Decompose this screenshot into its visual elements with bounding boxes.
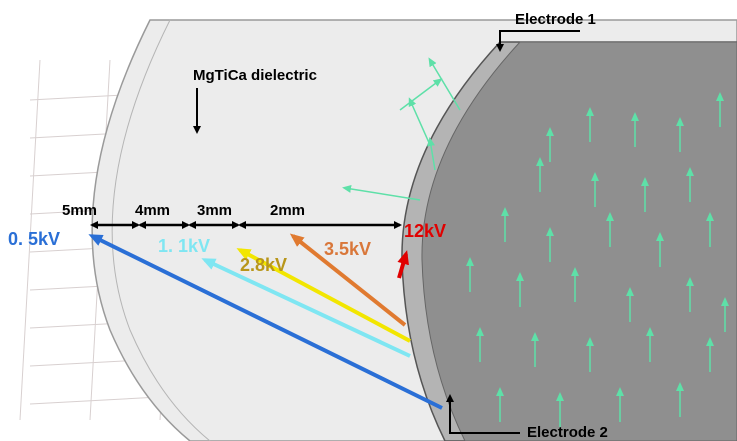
electrode-2-label: Electrode 2 — [527, 424, 608, 441]
voltage-label: 12kV — [404, 221, 446, 241]
voltage-label: 3.5kV — [324, 239, 371, 259]
voltage-label: 1. 1kV — [158, 236, 210, 256]
voltage-label: 0. 5kV — [8, 229, 60, 249]
distance-label: 4mm — [135, 202, 170, 219]
dielectric-label: MgTiCa dielectric — [193, 67, 317, 84]
distance-label: 5mm — [62, 202, 97, 219]
diagram: 5mm 4mm 3mm 2mm 0. 5kV 1. 1kV 2.8kV 3.5k… — [0, 0, 737, 441]
electrode-1-label: Electrode 1 — [515, 11, 596, 28]
voltage-label: 2.8kV — [240, 255, 287, 275]
distance-label: 2mm — [270, 202, 305, 219]
distance-label: 3mm — [197, 202, 232, 219]
